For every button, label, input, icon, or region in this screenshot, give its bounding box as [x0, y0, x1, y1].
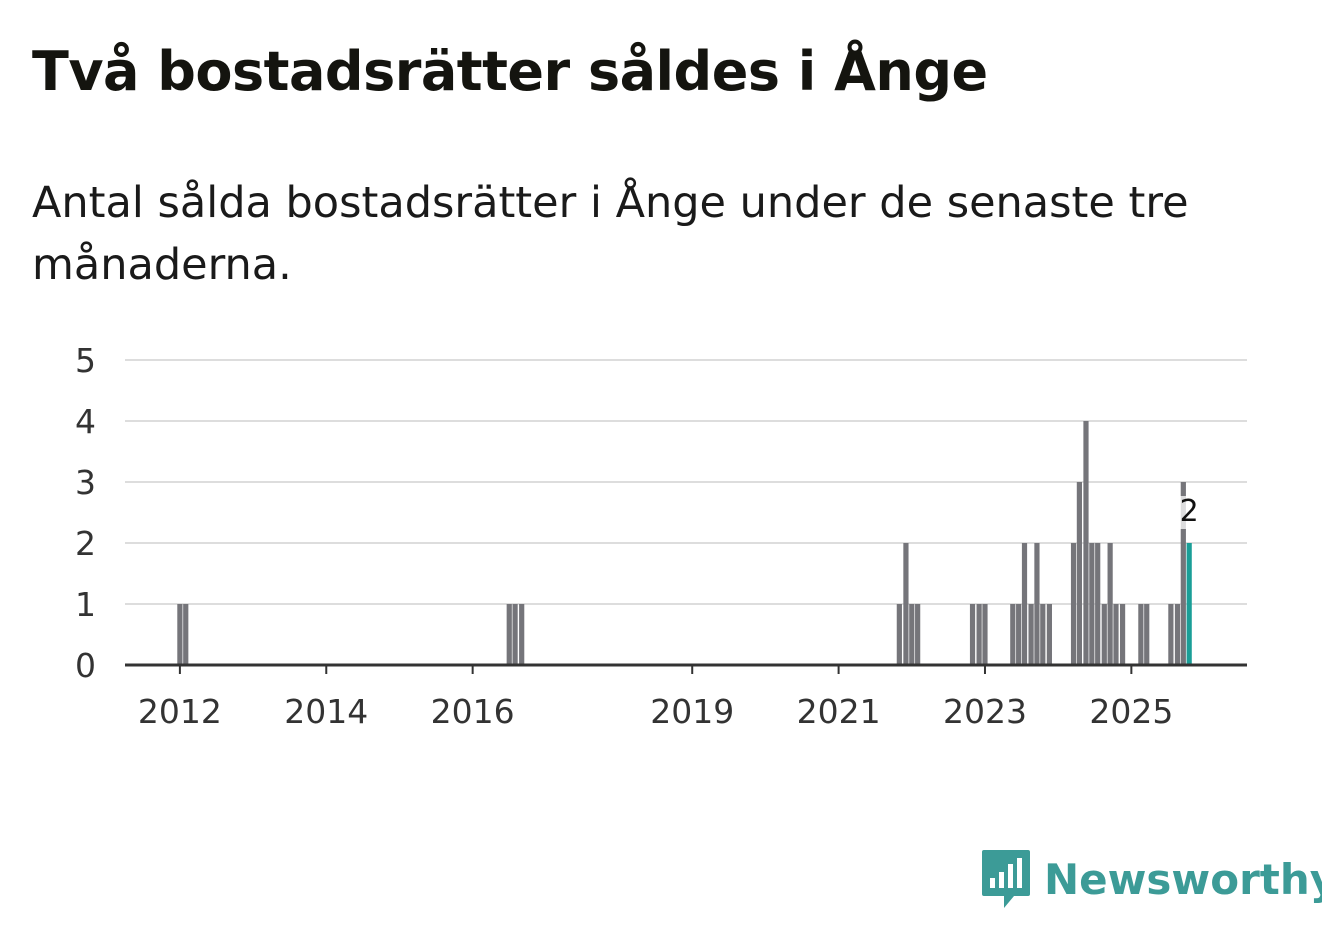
bar	[1046, 604, 1052, 665]
bar	[915, 604, 921, 665]
bar	[1168, 604, 1174, 665]
bar	[1016, 604, 1022, 665]
bar	[1119, 604, 1126, 665]
bar	[183, 604, 189, 665]
bar	[1076, 482, 1082, 665]
bar	[982, 604, 988, 665]
gridlines	[125, 359, 1247, 605]
bar	[1034, 543, 1040, 665]
x-tick-label: 2023	[943, 692, 1027, 731]
bar	[896, 604, 902, 665]
x-tick-label: 2025	[1089, 692, 1173, 731]
bars	[177, 421, 1192, 665]
x-tick-label: 2021	[797, 692, 881, 731]
bar	[1101, 604, 1107, 665]
newsworthy-logo-icon	[982, 850, 1030, 908]
bar	[1095, 543, 1101, 665]
bar	[506, 604, 512, 665]
bar-chart: 0 1 2 3 4 5 2012 2014 2016 2019 2021 2023 2025 2	[75, 341, 1247, 731]
bar	[1174, 604, 1181, 665]
y-tick-label: 1	[75, 585, 96, 624]
y-axis-ticks: 0 1 2 3 4 5	[75, 341, 96, 685]
annotations: 2	[1177, 494, 1202, 529]
y-tick-label: 0	[75, 646, 96, 685]
bar	[1028, 604, 1034, 665]
x-tick-label: 2019	[650, 692, 734, 731]
bar	[969, 604, 976, 665]
bar	[1180, 482, 1186, 665]
data-label: 2	[1180, 494, 1199, 529]
bar-highlight	[1186, 543, 1192, 665]
bar	[1010, 604, 1016, 665]
y-tick-label: 5	[75, 341, 96, 380]
x-tick-label: 2012	[138, 692, 222, 731]
x-tick-label: 2014	[284, 692, 368, 731]
x-axis-ticks: 2012 2014 2016 2019 2021 2023 2025	[138, 665, 1173, 731]
bar	[177, 604, 183, 665]
bar	[512, 604, 518, 665]
bar	[1070, 543, 1077, 665]
data-label-background	[1177, 496, 1202, 529]
bar	[1138, 604, 1144, 665]
bar	[903, 543, 909, 665]
bar	[1083, 421, 1089, 665]
bar	[1040, 604, 1046, 665]
bar	[909, 604, 915, 665]
bar	[1107, 543, 1113, 665]
chart-subtitle: Antal sålda bostadsrätter i Ånge under d…	[32, 178, 1189, 290]
newsworthy-logo[interactable]: Newsworthy	[980, 848, 1322, 910]
brand-name: Newsworthy	[1044, 854, 1322, 904]
bar	[1021, 543, 1028, 665]
y-tick-label: 3	[75, 463, 96, 502]
bar	[1089, 543, 1095, 665]
bar	[976, 604, 982, 665]
bar	[519, 604, 525, 665]
y-tick-label: 4	[75, 402, 96, 441]
chart-title: Två bostadsrätter såldes i Ånge	[32, 40, 988, 103]
y-tick-label: 2	[75, 524, 96, 563]
bar	[1144, 604, 1150, 665]
x-tick-label: 2016	[431, 692, 515, 731]
bar	[1113, 604, 1119, 665]
